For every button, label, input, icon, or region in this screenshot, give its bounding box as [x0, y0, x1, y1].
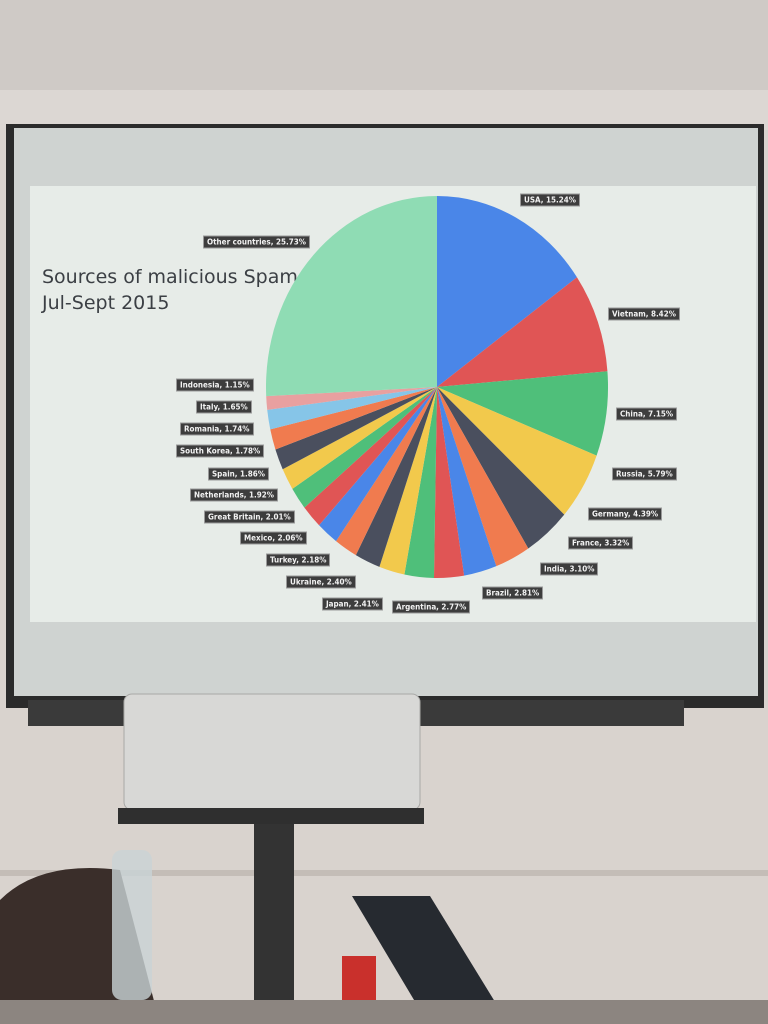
slice-label: Turkey, 2.18% — [266, 553, 331, 567]
pie-slice — [266, 196, 437, 397]
slice-label: Brazil, 2.81% — [482, 586, 544, 600]
slice-label: Other countries, 25.73% — [203, 235, 310, 249]
slice-label: Germany, 4.39% — [588, 507, 663, 521]
pie-slice — [275, 387, 437, 470]
pie-slice — [437, 387, 529, 567]
pie-slice — [437, 371, 608, 456]
pie-slice — [379, 387, 437, 575]
chart-title: Sources of malicious Spam Jul-Sept 2015 — [42, 266, 298, 314]
table — [0, 1000, 768, 1024]
wall-rail — [0, 870, 768, 876]
pie-slice — [404, 387, 437, 578]
projector-stand-pole — [254, 824, 294, 1024]
slice-label: Russia, 5.79% — [612, 467, 677, 481]
ceiling — [0, 0, 768, 90]
pie-slice — [292, 387, 437, 508]
pie-slice — [437, 196, 577, 387]
laptop — [352, 896, 500, 1010]
pie-slice — [282, 387, 437, 489]
slice-label: Spain, 1.86% — [208, 467, 269, 481]
projector-stand-tray — [118, 808, 424, 824]
pie-slice — [304, 387, 437, 526]
pie-slice — [270, 387, 437, 450]
ceiling-edge — [0, 90, 768, 130]
pie-slice — [437, 387, 597, 515]
pie-slice — [433, 387, 465, 578]
slice-label: Mexico, 2.06% — [240, 531, 307, 545]
water-bottle — [112, 850, 152, 1000]
slice-label: Italy, 1.65% — [196, 400, 252, 414]
pie-slice — [437, 277, 608, 387]
slice-label: Vietnam, 8.42% — [608, 307, 680, 321]
slice-label: Indonesia, 1.15% — [176, 378, 254, 392]
presentation-slide: Sources of malicious Spam Jul-Sept 2015 … — [30, 186, 756, 622]
slice-label: Japan, 2.41% — [322, 597, 383, 611]
pie-slice — [267, 387, 437, 430]
slice-label: Ukraine, 2.40% — [286, 575, 356, 589]
pie-slice — [266, 387, 437, 410]
pie-slice — [336, 387, 437, 556]
red-cup — [342, 956, 376, 1006]
slice-label: China, 7.15% — [616, 407, 678, 421]
slice-label: Argentina, 2.77% — [392, 600, 471, 614]
slice-label: France, 3.32% — [568, 536, 634, 550]
slice-label: India, 3.10% — [540, 562, 599, 576]
pie-chart — [266, 196, 608, 578]
pie-slice — [437, 387, 565, 549]
pie-slice — [319, 387, 437, 542]
projector — [123, 693, 421, 811]
slice-label: Romania, 1.74% — [180, 422, 254, 436]
slice-label: South Korea, 1.78% — [176, 444, 265, 458]
slice-label: USA, 15.24% — [520, 193, 580, 207]
slice-label: Netherlands, 1.92% — [190, 488, 278, 502]
pie-slice — [355, 387, 437, 567]
pie-slice — [437, 387, 497, 576]
slice-label: Great Britain, 2.01% — [204, 510, 295, 524]
